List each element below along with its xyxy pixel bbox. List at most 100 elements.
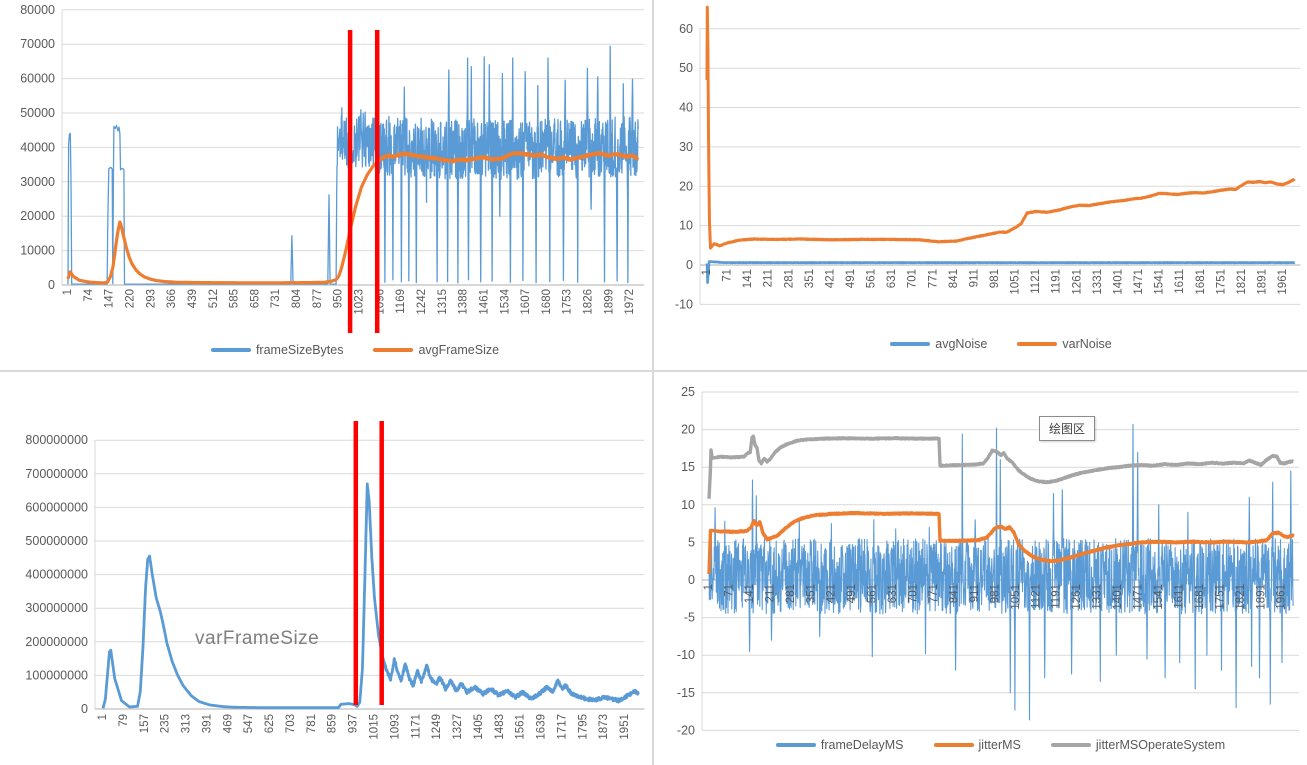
chart-divider-vertical — [652, 0, 654, 765]
x-tick-label: 911 — [969, 584, 981, 602]
x-tick-label: 1961 — [1277, 269, 1289, 295]
y-tick-label: 400000000 — [25, 568, 88, 582]
x-tick-label: 1388 — [458, 289, 470, 315]
x-tick-label: 1 — [701, 269, 713, 275]
gridlines — [62, 9, 645, 286]
x-tick-label: 1327 — [452, 714, 464, 740]
x-tick-label: 74 — [83, 288, 95, 301]
x-axis-tick-labels: 1 71 141 211 281 351 421 491 561 631 701 771 841 911 9… — [703, 584, 1288, 610]
x-tick-label: 1331 — [1092, 269, 1104, 295]
x-tick-label: 1873 — [598, 714, 610, 740]
y-tick-label: 40000 — [20, 140, 55, 154]
x-tick-label: 1169 — [395, 289, 407, 314]
x-tick-label: 351 — [804, 269, 816, 288]
chart-frame-size[interactable]: 1 74 147 220 293 366 439 512 585 658 731 804 877 950 1… — [0, 0, 653, 371]
x-tick-label: 211 — [764, 584, 776, 602]
x-tick-label: 281 — [783, 269, 795, 288]
legend-item-jitterMSOperateSystem[interactable]: jitterMSOperateSystem — [1050, 738, 1226, 752]
x-tick-label: 1639 — [536, 714, 548, 740]
x-tick-label: 147 — [104, 289, 116, 308]
x-tick-label: 1751 — [1215, 269, 1227, 295]
y-tick-label: 800000000 — [25, 433, 88, 447]
x-tick-label: 701 — [908, 584, 920, 603]
x-tick-label: 841 — [948, 584, 960, 603]
x-tick-label: 1191 — [1051, 269, 1063, 294]
x-tick-label: 391 — [201, 714, 213, 733]
legend-swatch-orange — [933, 743, 974, 747]
x-tick-label: 771 — [928, 584, 940, 603]
legend-label: jitterMSOperateSystem — [1095, 738, 1226, 752]
legend-item-jitterMS[interactable]: jitterMS — [933, 738, 1021, 752]
legend-label: jitterMS — [978, 738, 1021, 752]
x-tick-label: 1611 — [1174, 269, 1186, 294]
x-tick-label: 911 — [968, 269, 980, 287]
y-tick-label: 10000 — [20, 244, 55, 258]
series-varNoise-line — [705, 5, 1296, 250]
x-tick-label: 1023 — [354, 289, 366, 315]
x-tick-label: 211 — [763, 269, 775, 287]
x-tick-label: 1611 — [1173, 584, 1185, 609]
legend-swatch-gray — [1050, 743, 1091, 747]
x-tick-label: 631 — [886, 269, 898, 288]
chart-delay-jitter[interactable]: 1 71 141 211 281 351 421 491 561 631 701 771 841 911 9… — [653, 371, 1307, 765]
x-tick-label: 1753 — [562, 289, 574, 315]
x-tick-label: 1561 — [515, 714, 527, 740]
chart-divider-horizontal — [0, 370, 1307, 372]
y-tick-label: 30 — [679, 140, 693, 154]
x-tick-label: 1972 — [624, 289, 636, 315]
x-tick-label: 561 — [867, 584, 879, 603]
x-tick-label: 1483 — [494, 714, 506, 740]
x-tick-label: 877 — [312, 289, 324, 308]
legend-swatch-blue — [890, 342, 931, 346]
x-tick-label: 1 — [62, 289, 74, 295]
chart-noise[interactable]: 1 71 141 211 281 351 421 491 561 631 701 771 841 911 9… — [653, 0, 1307, 371]
x-tick-label: 1249 — [431, 714, 443, 740]
x-tick-label: 71 — [724, 584, 736, 597]
x-tick-label: 1681 — [1194, 584, 1206, 610]
x-tick-label: 1331 — [1092, 584, 1104, 610]
y-tick-label: 20 — [681, 423, 695, 437]
x-tick-label: 658 — [249, 289, 261, 308]
x-tick-label: 1261 — [1071, 269, 1083, 295]
x-tick-label: 157 — [139, 714, 151, 733]
x-tick-label: 950 — [333, 289, 345, 308]
x-tick-label: 1461 — [478, 289, 490, 315]
x-tick-label: 1821 — [1235, 584, 1247, 610]
x-tick-label: 71 — [722, 269, 734, 282]
legend-label: avgNoise — [935, 337, 988, 351]
x-tick-label: 1541 — [1154, 269, 1166, 295]
x-tick-label: 1891 — [1255, 584, 1267, 610]
x-tick-label: 631 — [887, 584, 899, 603]
x-tick-label: 1051 — [1010, 269, 1022, 295]
legend-item-avgNoise[interactable]: avgNoise — [890, 337, 987, 351]
x-tick-label: 1795 — [577, 714, 589, 740]
x-tick-label: 1 — [703, 584, 715, 590]
legend-item-frameDelayMS[interactable]: frameDelayMS — [775, 738, 904, 752]
y-tick-label: 0 — [688, 573, 695, 587]
x-tick-label: 771 — [927, 269, 939, 288]
x-tick-label: 1607 — [520, 289, 532, 315]
x-tick-label: 1261 — [1071, 584, 1083, 610]
x-tick-label: 1681 — [1195, 269, 1207, 295]
chart-var-frame-size[interactable]: 1 79 157 235 313 391 469 547 625 703 781 859 937 1015… — [0, 371, 653, 765]
legend-item-frameSizeBytes[interactable]: frameSizeBytes — [210, 343, 343, 357]
x-tick-label: 1401 — [1113, 269, 1125, 295]
x-tick-label: 625 — [264, 714, 276, 733]
chart-frame-size-plot: 1 74 147 220 293 366 439 512 585 658 731 804 877 950 1… — [20, 3, 645, 333]
x-tick-label: 141 — [744, 584, 756, 603]
y-tick-label: 30000 — [20, 175, 55, 189]
x-tick-label: 491 — [845, 269, 857, 288]
legend-item-varNoise[interactable]: varNoise — [1017, 337, 1112, 351]
legend-label: avgFrameSize — [418, 343, 500, 357]
y-tick-label: 60 — [679, 22, 693, 36]
legend-item-avgFrameSize[interactable]: avgFrameSize — [373, 343, 499, 357]
x-tick-label: 781 — [306, 714, 318, 733]
x-tick-label: 1961 — [1276, 584, 1288, 610]
x-tick-label: 1401 — [1112, 584, 1124, 610]
x-tick-label: 1171 — [410, 714, 422, 739]
legend: frameSizeBytes avgFrameSize — [62, 341, 648, 359]
x-tick-label: 421 — [824, 269, 836, 288]
x-tick-label: 1899 — [603, 289, 615, 315]
y-tick-label: 0 — [81, 702, 88, 716]
